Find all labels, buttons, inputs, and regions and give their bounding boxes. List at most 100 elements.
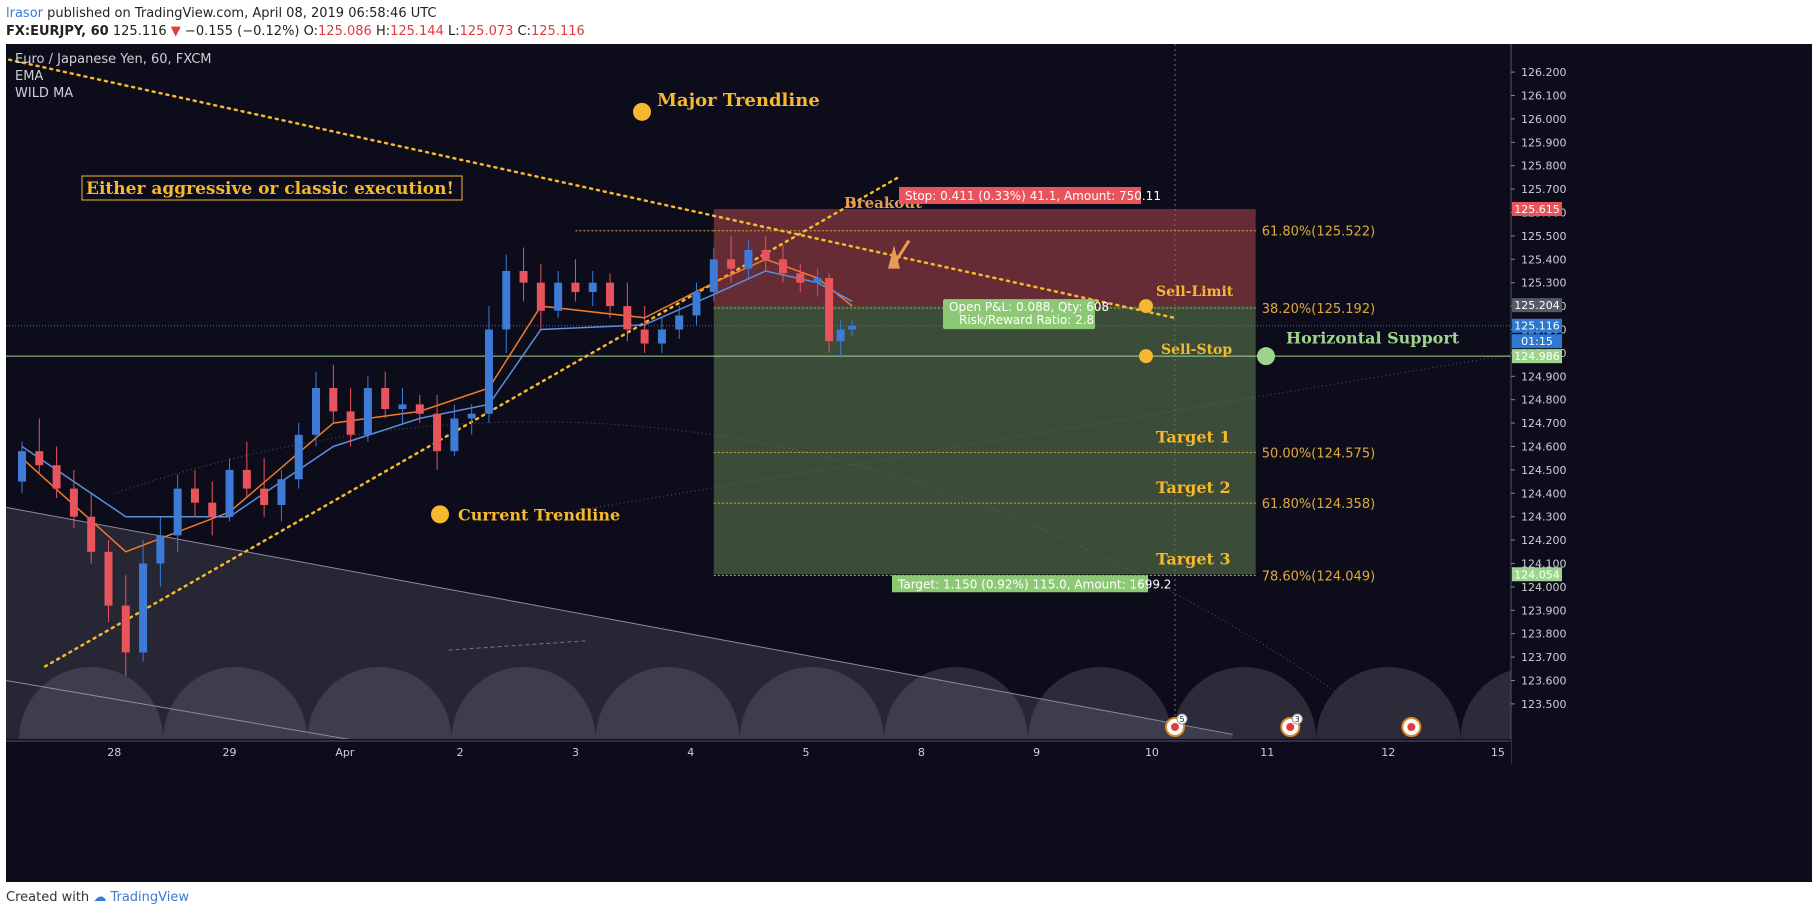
candle-body	[484, 329, 493, 414]
y-tick-label: 126.200	[1521, 66, 1567, 79]
fib-level-label: 38.20%(125.192)	[1262, 302, 1375, 317]
candle-body	[467, 413, 476, 419]
created-with-text: Created with	[6, 890, 90, 905]
sell-stop-dot	[1139, 349, 1153, 364]
candle-body	[35, 451, 44, 466]
y-tick-label: 124.100	[1521, 557, 1567, 570]
candle-body	[836, 329, 845, 342]
y-tick-label: 123.900	[1521, 604, 1567, 617]
time-cycle-arc	[595, 667, 740, 739]
sell-limit-dot	[1139, 299, 1153, 314]
price-tag-bg	[1512, 318, 1562, 333]
event-count-badge	[1176, 713, 1188, 725]
price-tag-bg	[1512, 201, 1562, 216]
candle-body	[450, 418, 459, 452]
tradingview-brand[interactable]: TradingView	[110, 890, 189, 905]
time-cycle-arc	[307, 667, 452, 739]
candle-body	[825, 278, 834, 342]
y-tick-label: 124.000	[1521, 581, 1567, 594]
candle-body	[87, 516, 96, 552]
candle-body	[104, 551, 113, 606]
time-cycle-arc	[1028, 667, 1173, 739]
price-tag-label: 124.986	[1514, 350, 1560, 363]
event-count: 5	[1179, 715, 1184, 724]
major-trendline	[6, 57, 1177, 320]
price-tag-bg	[1512, 298, 1562, 313]
candle-body	[294, 434, 303, 480]
pnl-label-bg	[943, 299, 1095, 330]
x-tick-label: 10	[1145, 746, 1159, 759]
candle-body	[398, 404, 407, 410]
candle-body	[536, 282, 545, 311]
open-value: 125.086	[318, 24, 372, 39]
x-tick-label: 28	[107, 746, 121, 759]
x-tick-label: 12	[1381, 746, 1395, 759]
candle-body	[640, 329, 649, 344]
sell-stop-label: Sell-Stop	[1161, 342, 1232, 358]
x-tick-label: Apr	[335, 746, 355, 759]
event-marker-dot	[1286, 723, 1295, 731]
candle-body	[692, 292, 701, 316]
price-chart[interactable]: 61.80%(125.522) 38.20%(125.192) 50.00%(124…	[6, 44, 1812, 882]
event-count: 3	[1295, 715, 1300, 724]
x-tick-label: 29	[223, 746, 237, 759]
open-label: O:	[303, 24, 319, 39]
high-label: H:	[375, 24, 391, 39]
target-label: Target: 1.150 (0.92%) 115.0, Amount: 169…	[897, 577, 1171, 591]
target3-label: Target 3	[1156, 549, 1231, 568]
candle-body	[156, 535, 165, 564]
candle-body	[225, 469, 234, 517]
candle-body	[433, 413, 442, 452]
channel-band	[6, 507, 1233, 739]
y-tick-label: 124.900	[1521, 370, 1567, 383]
candle-body	[675, 315, 684, 330]
horizontal-support-dot	[1257, 347, 1275, 366]
stop-label: Stop: 0.411 (0.33%) 41.1, Amount: 750.11	[905, 189, 1161, 203]
candle-body	[571, 282, 580, 293]
price-tag-label: 01:15	[1521, 335, 1553, 348]
author-link[interactable]: lrasor	[6, 6, 43, 21]
candle-body	[277, 479, 286, 505]
price-tag-label: 124.054	[1514, 568, 1560, 581]
pnl-line1: Open P&L: 0.088, Qty: 608	[949, 300, 1109, 314]
tradingview-logo-icon[interactable]: ☁	[93, 890, 107, 905]
y-tick-label: 124.400	[1521, 487, 1567, 500]
chart-legend: Euro / Japanese Yen, 60, FXCM EMA WILD M…	[15, 51, 212, 102]
candle-body	[242, 469, 251, 489]
candle-body	[260, 488, 269, 505]
legend-ema[interactable]: EMA	[15, 69, 44, 84]
y-tick-label: 125.700	[1521, 183, 1567, 196]
candle-body	[848, 325, 857, 330]
candle-body	[813, 278, 822, 283]
candle-body	[502, 270, 511, 330]
x-tick-label: 4	[687, 746, 694, 759]
candle-body	[744, 249, 753, 269]
symbol-summary: FX:EURJPY, 60 125.116 ▼ −0.155 (−0.12%) …	[6, 24, 585, 39]
time-cycle-arc	[739, 667, 884, 739]
candle-body	[709, 259, 718, 293]
event-marker-dot	[1171, 723, 1179, 731]
candle-body	[208, 502, 217, 517]
candle-body	[18, 451, 26, 482]
y-tick-label: 125.500	[1521, 230, 1567, 243]
candle-body	[606, 282, 615, 307]
candle-body	[121, 605, 130, 653]
x-tick-label: 8	[918, 746, 925, 759]
time-cycle-arc	[1316, 667, 1461, 739]
close-value: 125.116	[531, 24, 585, 39]
candle-body	[381, 387, 390, 410]
price-axis-bg	[1511, 44, 1812, 882]
high-value: 125.144	[390, 24, 444, 39]
candle-body	[727, 259, 736, 269]
y-tick-label: 124.700	[1521, 417, 1567, 430]
chart-area[interactable]: 61.80%(125.522) 38.20%(125.192) 50.00%(124…	[6, 44, 1812, 882]
execution-note: Either aggressive or classic execution!	[86, 179, 454, 199]
target-zone	[713, 305, 1256, 575]
time-cycle-arc	[883, 667, 1028, 739]
candle-body	[623, 306, 632, 330]
down-arrow-icon: ▼	[170, 24, 181, 39]
current-trendline-dot	[431, 505, 449, 524]
legend-wild-ma[interactable]: WILD MA	[15, 86, 74, 101]
candle-body	[346, 411, 355, 435]
stop-label-bg	[899, 186, 1141, 204]
